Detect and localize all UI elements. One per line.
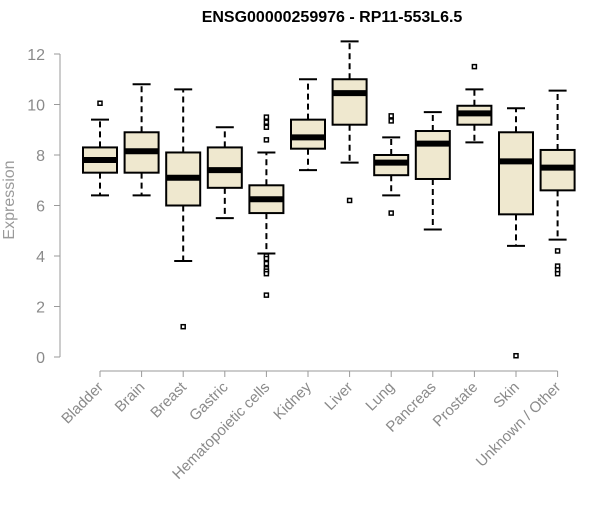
outlier-point: [346, 197, 353, 204]
chart-title: ENSG00000259976 - RP11-553L6.5: [202, 9, 463, 26]
x-tick-label: Prostate: [430, 379, 482, 431]
box-iqr: [414, 130, 451, 180]
outlier-point: [388, 210, 394, 216]
box-5: [248, 114, 285, 298]
box-11: [498, 107, 534, 359]
outlier-point: [263, 260, 270, 267]
x-tick-label: Breast: [147, 378, 190, 421]
y-tick-label: 6: [36, 199, 45, 216]
box-9: [414, 111, 451, 231]
box-iqr: [498, 131, 534, 216]
x-tick-label: Brain: [112, 379, 149, 416]
box-iqr: [331, 78, 368, 126]
y-axis: 0 2 4 6 8 10 12: [27, 47, 61, 367]
box-iqr: [290, 118, 326, 150]
outlier-point: [554, 270, 561, 277]
box-2: [123, 83, 160, 197]
y-tick-label: 10: [27, 98, 45, 115]
y-tick-label: 8: [36, 148, 45, 165]
outlier-point: [263, 119, 270, 125]
x-tick-label: Skin: [490, 379, 523, 412]
y-tick-label: 0: [36, 350, 45, 367]
y-tick-label: 2: [36, 300, 45, 317]
outlier-point: [513, 352, 519, 359]
outlier-point: [388, 118, 394, 124]
box-1: [82, 100, 118, 197]
boxes-group: [82, 40, 576, 359]
x-tick-label: Kidney: [270, 378, 315, 423]
box-4: [206, 126, 243, 220]
outlier-point: [263, 255, 270, 262]
y-tick-label: 12: [27, 47, 45, 64]
outlier-point: [388, 113, 394, 119]
box-6: [290, 78, 326, 172]
box-3: [165, 88, 202, 330]
box-8: [373, 113, 410, 216]
x-tick-label: Liver: [321, 379, 356, 414]
box-7: [331, 40, 368, 204]
outlier-point: [554, 248, 561, 254]
y-axis-label: Expression: [1, 160, 18, 239]
outlier-point: [263, 137, 270, 143]
outlier-point: [180, 323, 186, 330]
x-tick-label: Lung: [362, 379, 398, 415]
outlier-point: [263, 124, 270, 130]
box-12: [539, 89, 576, 277]
outlier-point: [97, 100, 103, 106]
outlier-point: [263, 114, 270, 120]
outlier-point: [471, 63, 478, 70]
box-10: [456, 63, 493, 144]
outlier-point: [263, 292, 270, 298]
outlier-point: [263, 270, 270, 277]
y-tick-label: 4: [36, 249, 45, 266]
x-tick-label: Bladder: [58, 379, 107, 428]
